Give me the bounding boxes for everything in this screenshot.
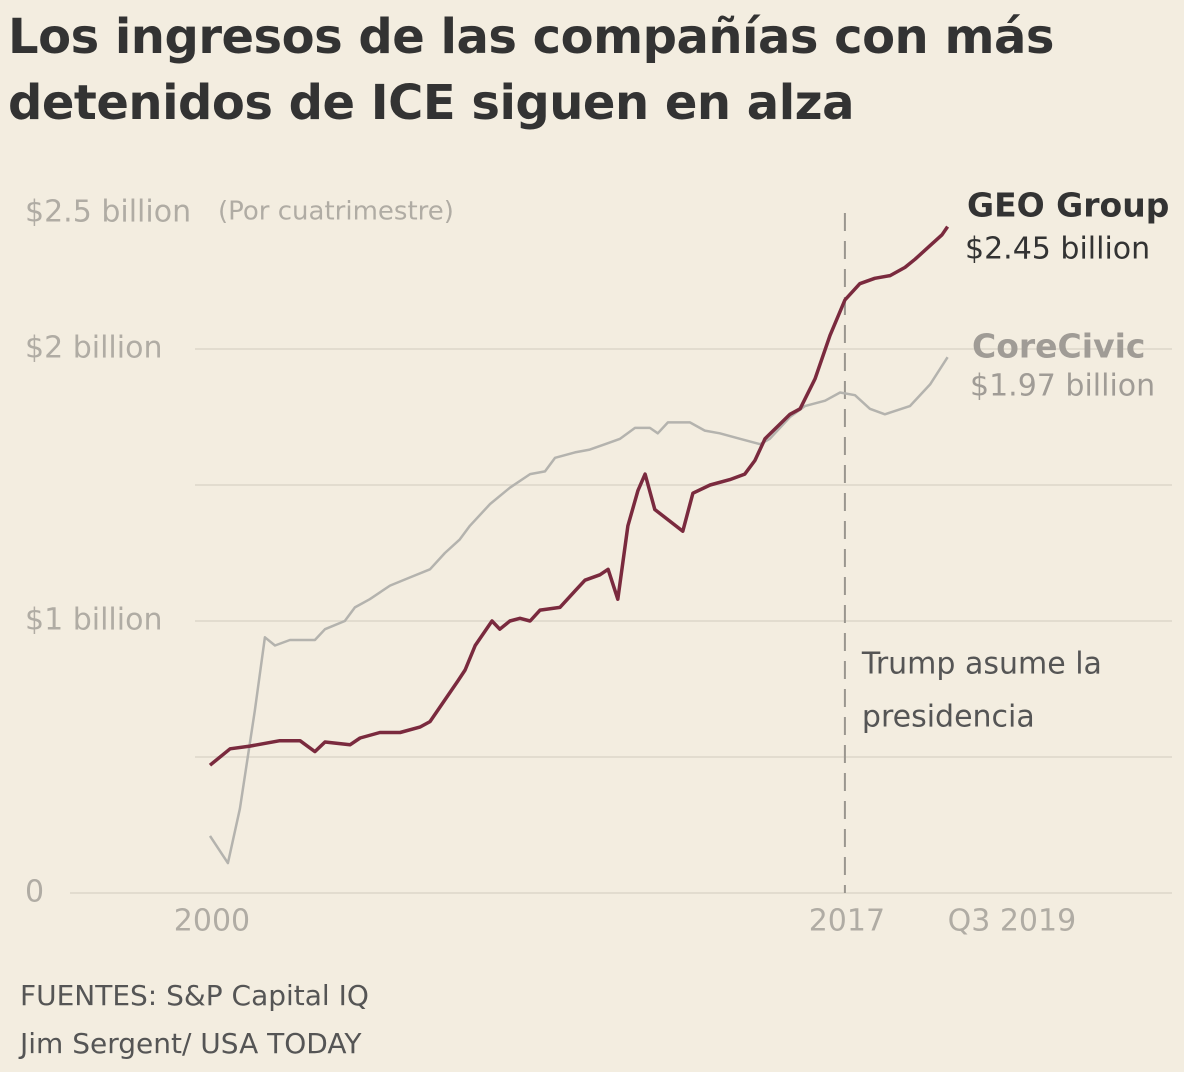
y-tick-label: 0 — [25, 875, 44, 910]
y-unit-note: (Por cuatrimestre) — [218, 197, 454, 227]
y-tick-label: $2 billion — [25, 331, 162, 366]
x-tick-label: 2017 — [809, 904, 885, 939]
annotation-text: Trump asume la — [861, 647, 1102, 682]
series-line — [208, 356, 949, 865]
series-line — [208, 225, 950, 767]
legend-label: GEO Group — [967, 186, 1169, 225]
legend-label: CoreCivic — [972, 327, 1145, 366]
end-value-label: $1.97 billion — [970, 369, 1155, 404]
x-tick-label: 2000 — [174, 904, 250, 939]
x-tick-label: Q3 2019 — [948, 904, 1077, 939]
y-tick-label: $2.5 billion — [25, 195, 191, 230]
source-text: Jim Sergent/ USA TODAY — [18, 1027, 362, 1060]
end-value-label: $2.45 billion — [965, 232, 1150, 267]
chart-title: Los ingresos de las compañías con más de… — [8, 9, 1054, 131]
annotation-text: presidencia — [862, 700, 1035, 735]
source-text: FUENTES: S&P Capital IQ — [20, 979, 369, 1012]
y-tick-label: $1 billion — [25, 603, 162, 638]
